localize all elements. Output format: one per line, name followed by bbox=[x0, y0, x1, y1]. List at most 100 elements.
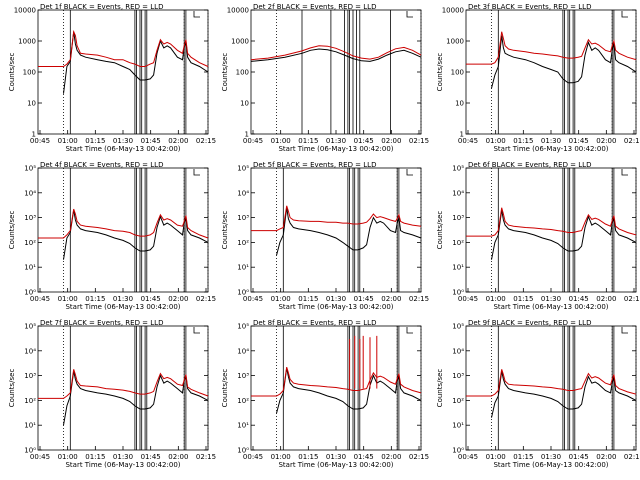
events-series-line bbox=[276, 207, 422, 256]
panel-title: Det 7f BLACK = Events, RED = LLD bbox=[40, 319, 163, 327]
panel-title: Det 5f BLACK = Events, RED = LLD bbox=[253, 161, 376, 169]
x-tick-label: 01:15 bbox=[513, 453, 533, 461]
y-axis-label: Counts/sec bbox=[8, 211, 16, 250]
y-tick-label: 10³ bbox=[24, 372, 36, 380]
y-tick-label: 10⁰ bbox=[452, 289, 464, 297]
x-axis-label: Start Time (06-May-13 00:42:00) bbox=[493, 145, 608, 153]
panel-det-2: Det 2f BLACK = Events, RED = LLD 1 10 100 10… bbox=[221, 3, 429, 153]
x-tick-label: 01:15 bbox=[85, 453, 105, 461]
lld-series-line bbox=[38, 369, 209, 399]
y-axis-label: Counts/sec bbox=[436, 53, 444, 92]
x-tick-label: 01:45 bbox=[354, 453, 374, 461]
lld-series-line bbox=[466, 31, 637, 65]
y-tick-label: 10³ bbox=[237, 372, 249, 380]
events-series-line bbox=[491, 371, 637, 418]
y-tick-label: 10³ bbox=[452, 214, 464, 222]
y-axis-label: Counts/sec bbox=[8, 53, 16, 92]
y-tick-label: 10² bbox=[24, 397, 36, 405]
y-tick-label: 10⁵ bbox=[452, 165, 464, 173]
y-tick-label: 10⁰ bbox=[452, 447, 464, 455]
y-tick-label: 10 bbox=[27, 100, 36, 108]
y-tick-label: 10⁴ bbox=[24, 189, 36, 197]
x-tick-label: 01:15 bbox=[85, 137, 105, 145]
y-tick-label: 10¹ bbox=[24, 422, 36, 430]
y-tick-label: 10⁰ bbox=[24, 447, 36, 455]
panel-det-6: Det 6f BLACK = Events, RED = LLD 10⁰ 10¹ 10… bbox=[436, 161, 640, 311]
y-axis-label: Counts/sec bbox=[221, 53, 229, 92]
x-tick-label: 01:45 bbox=[354, 137, 374, 145]
x-tick-label: 02:15 bbox=[196, 295, 216, 303]
y-tick-label: 10² bbox=[237, 397, 249, 405]
panel-det-8: Det 8f BLACK = Events, RED = LLD 10⁰ 10¹ 10… bbox=[221, 319, 429, 469]
x-tick-label: 00:45 bbox=[30, 137, 50, 145]
events-series-line bbox=[63, 210, 209, 260]
x-tick-label: 01:45 bbox=[354, 295, 374, 303]
events-series-line bbox=[276, 368, 422, 414]
x-tick-label: 02:15 bbox=[409, 137, 429, 145]
x-tick-label: 01:30 bbox=[113, 453, 133, 461]
x-tick-label: 01:30 bbox=[541, 137, 561, 145]
y-axis-label: Counts/sec bbox=[436, 369, 444, 408]
y-tick-label: 10⁴ bbox=[24, 347, 36, 355]
x-tick-label: 00:45 bbox=[243, 453, 263, 461]
y-axis-label: Counts/sec bbox=[8, 369, 16, 408]
events-series-line bbox=[250, 48, 422, 62]
y-tick-label: 10⁴ bbox=[237, 347, 249, 355]
x-tick-label: 02:00 bbox=[381, 295, 401, 303]
panel-title: Det 4f BLACK = Events, RED = LLD bbox=[40, 161, 163, 169]
y-tick-label: 10³ bbox=[452, 372, 464, 380]
x-tick-label: 01:00 bbox=[58, 295, 78, 303]
y-tick-label: 10000 bbox=[442, 7, 464, 15]
corner-marker bbox=[193, 11, 200, 18]
x-tick-label: 02:15 bbox=[409, 295, 429, 303]
x-axis-label: Start Time (06-May-13 00:42:00) bbox=[278, 303, 393, 311]
x-tick-label: 01:45 bbox=[569, 295, 589, 303]
x-tick-label: 01:30 bbox=[113, 137, 133, 145]
x-tick-label: 02:15 bbox=[624, 453, 640, 461]
x-tick-label: 01:00 bbox=[486, 295, 506, 303]
x-tick-label: 01:15 bbox=[513, 295, 533, 303]
x-tick-label: 02:00 bbox=[596, 453, 616, 461]
y-tick-label: 10² bbox=[452, 239, 464, 247]
events-series-line bbox=[491, 210, 637, 260]
x-tick-label: 01:00 bbox=[486, 453, 506, 461]
x-tick-label: 02:15 bbox=[624, 295, 640, 303]
x-tick-label: 01:45 bbox=[141, 137, 161, 145]
y-tick-label: 100 bbox=[236, 69, 249, 77]
y-tick-label: 1 bbox=[32, 131, 36, 139]
x-tick-label: 01:00 bbox=[486, 137, 506, 145]
corner-marker bbox=[621, 327, 628, 334]
y-tick-label: 10 bbox=[240, 100, 249, 108]
panel-det-3: Det 3f BLACK = Events, RED = LLD 1 10 100 10… bbox=[436, 3, 640, 153]
y-axis-label: Counts/sec bbox=[436, 211, 444, 250]
y-tick-label: 10⁰ bbox=[237, 289, 249, 297]
lld-series-line bbox=[250, 45, 422, 61]
x-tick-label: 01:45 bbox=[141, 295, 161, 303]
y-tick-label: 10³ bbox=[237, 214, 249, 222]
y-tick-label: 1 bbox=[460, 131, 464, 139]
corner-marker bbox=[406, 11, 413, 18]
y-tick-label: 10¹ bbox=[24, 264, 36, 272]
x-tick-label: 02:00 bbox=[596, 137, 616, 145]
x-tick-label: 00:45 bbox=[458, 295, 478, 303]
y-tick-label: 10² bbox=[237, 239, 249, 247]
x-tick-label: 01:45 bbox=[569, 137, 589, 145]
y-tick-label: 10⁰ bbox=[237, 447, 249, 455]
panel-det-7: Det 7f BLACK = Events, RED = LLD 10⁰ 10¹ 10… bbox=[8, 319, 216, 469]
lld-series-line bbox=[38, 208, 209, 239]
x-axis-label: Start Time (06-May-13 00:42:00) bbox=[278, 145, 393, 153]
lld-series-line bbox=[251, 366, 422, 397]
y-tick-label: 10000 bbox=[14, 7, 36, 15]
y-tick-label: 10⁴ bbox=[452, 347, 464, 355]
x-tick-label: 01:45 bbox=[141, 453, 161, 461]
y-tick-label: 10² bbox=[24, 239, 36, 247]
x-axis-label: Start Time (06-May-13 00:42:00) bbox=[65, 303, 180, 311]
y-tick-label: 10⁵ bbox=[24, 323, 36, 331]
lld-series-line bbox=[38, 29, 209, 67]
x-tick-label: 00:45 bbox=[30, 295, 50, 303]
x-tick-label: 01:15 bbox=[298, 295, 318, 303]
panel-det-1: Det 1f BLACK = Events, RED = LLD 1 10 100 10… bbox=[8, 3, 216, 153]
corner-marker bbox=[193, 327, 200, 334]
x-tick-label: 01:30 bbox=[326, 137, 346, 145]
